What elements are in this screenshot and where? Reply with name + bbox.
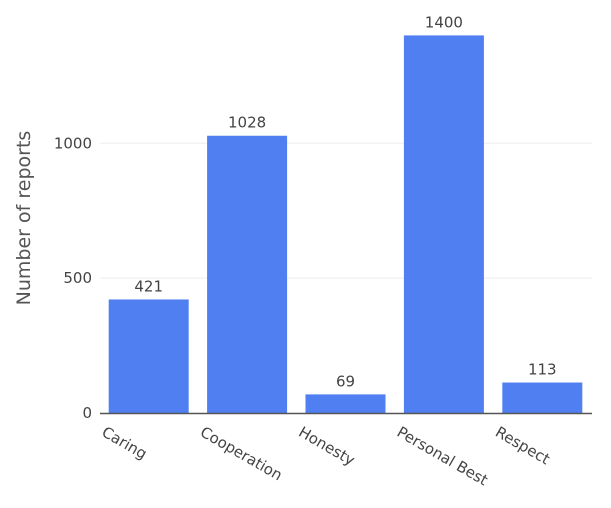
- y-tick-label-500: 500: [63, 269, 92, 287]
- bar-personal-best: [403, 35, 484, 414]
- y-tick-label-1000: 1000: [54, 134, 92, 152]
- category-label-respect: Respect: [492, 423, 553, 468]
- value-label-personal-best: 1400: [425, 13, 463, 31]
- value-label-caring: 421: [134, 277, 163, 295]
- category-label-caring: Caring: [99, 423, 150, 463]
- category-label-honesty: Honesty: [296, 423, 359, 470]
- category-label-personal-best: Personal Best: [394, 423, 491, 490]
- value-label-cooperation: 1028: [228, 114, 266, 132]
- category-label-cooperation: Cooperation: [197, 423, 285, 484]
- gridlines: [100, 142, 592, 279]
- bar-respect: [502, 382, 583, 413]
- y-axis-label: Number of reports: [13, 131, 35, 306]
- value-labels: 421 1028 69 1400 113: [134, 13, 556, 390]
- bar-cooperation: [207, 135, 288, 413]
- bar-caring: [108, 299, 189, 413]
- bars: [108, 35, 583, 414]
- y-tick-label-0: 0: [82, 404, 92, 422]
- bar-honesty: [305, 394, 386, 413]
- y-tick-labels: 0 500 1000: [54, 134, 92, 422]
- value-label-honesty: 69: [336, 372, 355, 390]
- value-label-respect: 113: [528, 361, 557, 379]
- category-labels: Caring Cooperation Honesty Personal Best Res…: [99, 423, 553, 490]
